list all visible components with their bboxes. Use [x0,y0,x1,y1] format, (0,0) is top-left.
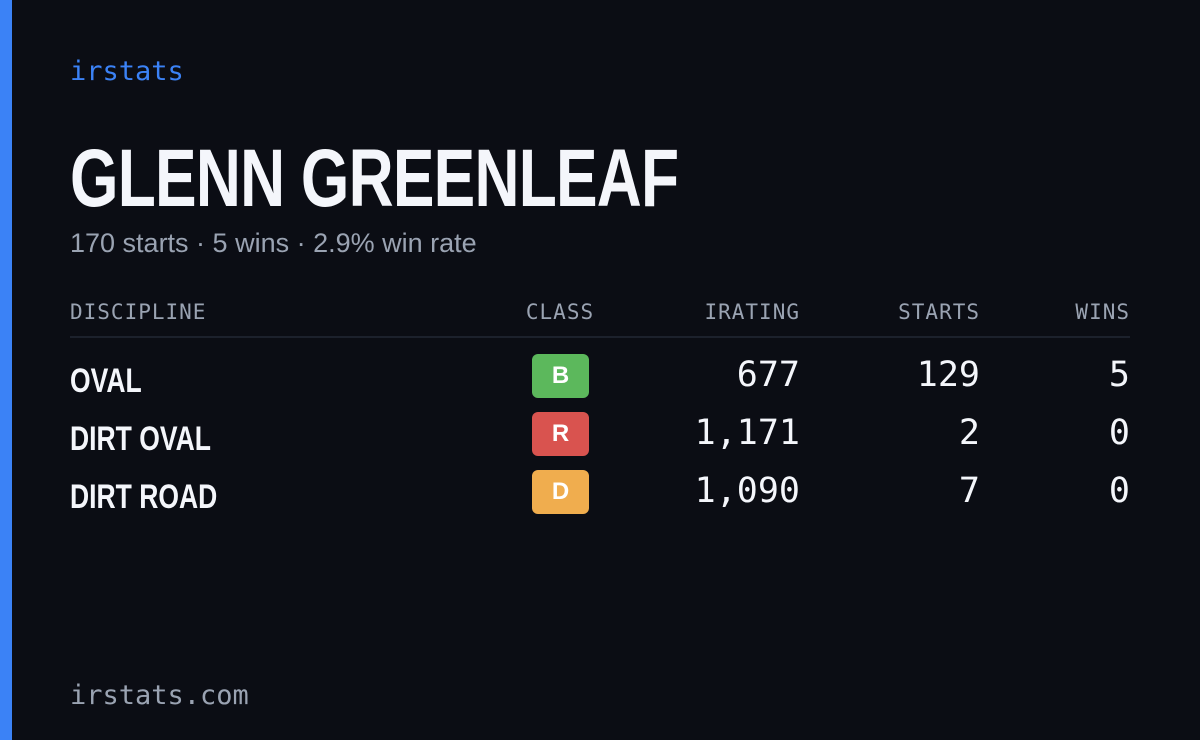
player-name: GLENN GREENLEAF [70,133,679,224]
wins-value: 0 [1108,471,1130,511]
irating-value: 1,090 [694,471,800,511]
wins-value: 5 [1108,355,1130,395]
class-badge: B [532,354,589,398]
accent-bar [0,0,12,740]
brand: irstats [70,56,184,87]
starts-value: 7 [958,471,980,511]
starts-value: 129 [916,355,980,395]
player-summary: 170 starts · 5 wins · 2.9% win rate [70,228,477,258]
irating-value: 1,171 [694,413,800,453]
starts-value: 2 [958,413,980,453]
column-header: DISCIPLINE [70,300,207,324]
discipline: DIRT ROAD [70,478,218,516]
header-rule [70,336,1130,338]
column-header: WINS [1075,300,1130,324]
column-header: IRATING [704,300,800,324]
class-badge: D [532,470,589,514]
wins-value: 0 [1108,413,1130,453]
discipline: OVAL [70,362,142,400]
discipline: DIRT OVAL [70,420,211,458]
class-badge: R [532,412,589,456]
column-header: CLASS [525,300,595,324]
column-header: STARTS [898,300,980,324]
footer-site: irstats.com [70,680,249,711]
irating-value: 677 [736,355,800,395]
